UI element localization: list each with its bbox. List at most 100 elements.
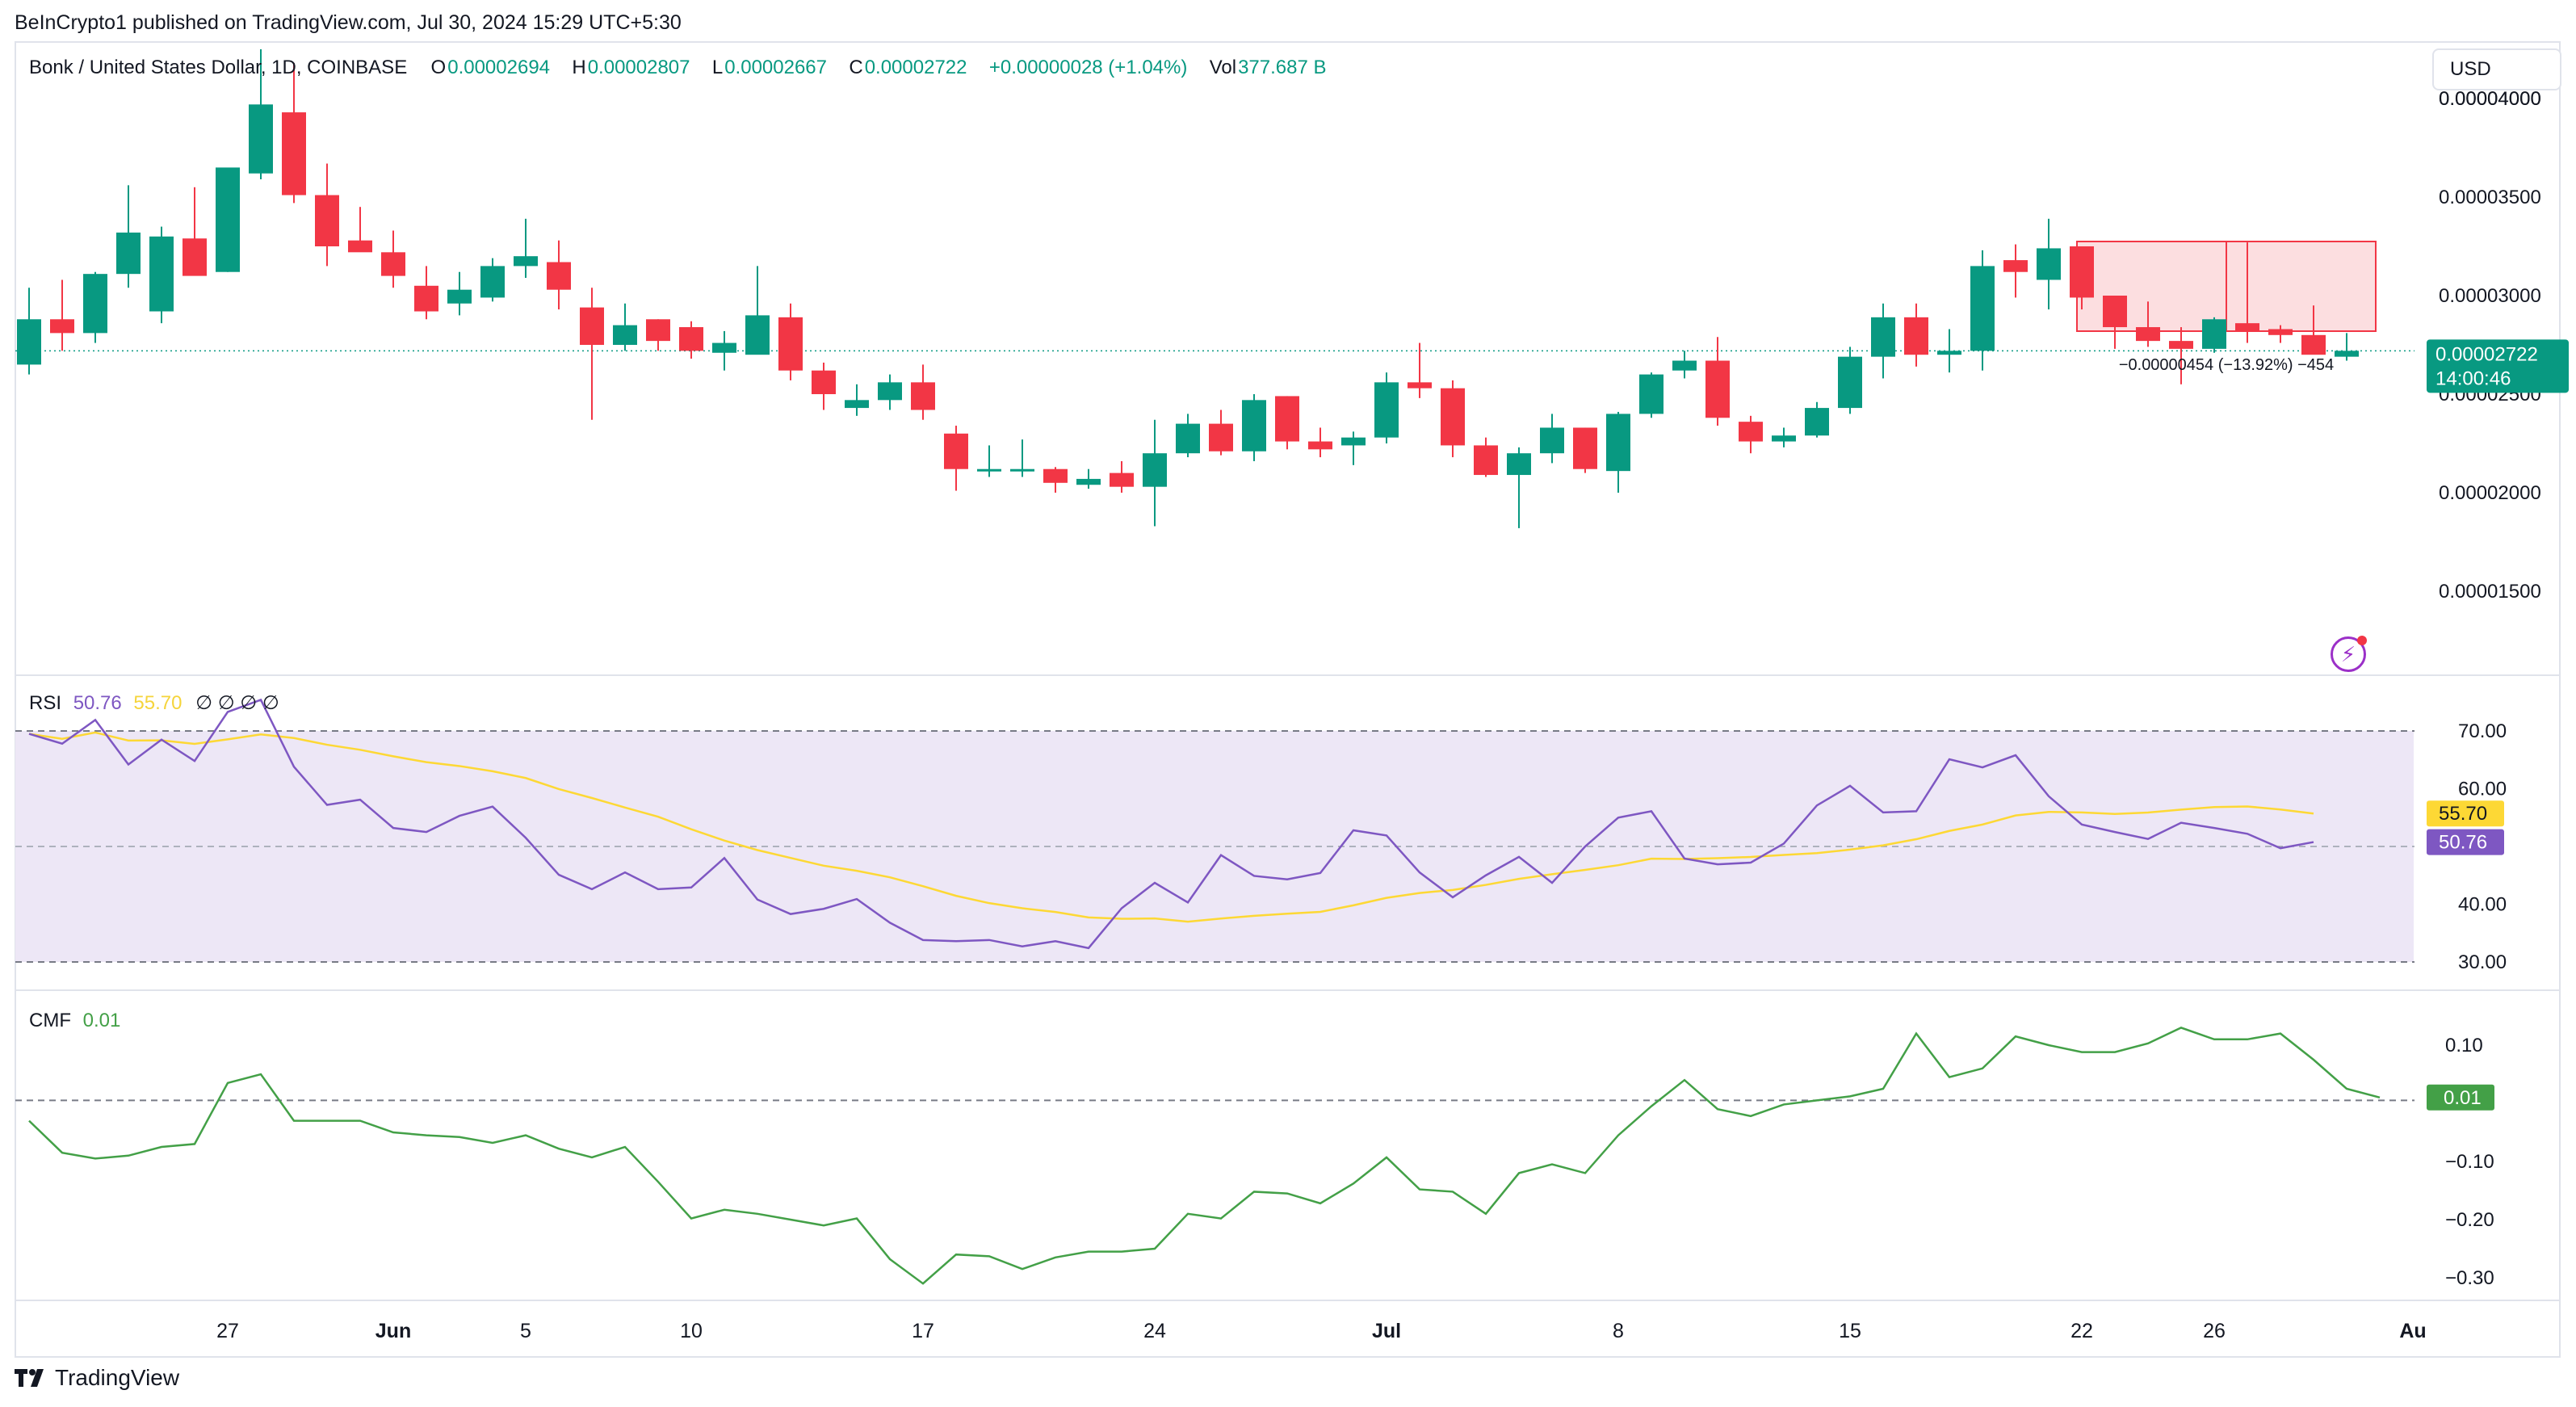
- candle[interactable]: [1275, 396, 1299, 450]
- candle[interactable]: [1805, 401, 1829, 438]
- candle[interactable]: [1772, 427, 1796, 447]
- candle-body: [1540, 427, 1564, 454]
- candle[interactable]: [812, 362, 836, 410]
- candle[interactable]: [83, 271, 107, 343]
- candle[interactable]: [1507, 447, 1531, 528]
- rsi-axis-tick: 60.00: [2458, 779, 2507, 800]
- candle[interactable]: [1308, 427, 1332, 458]
- candle[interactable]: [2103, 296, 2127, 349]
- candle-body: [1739, 422, 1763, 442]
- candle[interactable]: [1110, 460, 1134, 493]
- candle[interactable]: [1937, 329, 1961, 373]
- candle[interactable]: [580, 288, 604, 420]
- notification-dot-icon: [2357, 636, 2367, 645]
- candle[interactable]: [1176, 414, 1200, 458]
- candle[interactable]: [613, 303, 637, 351]
- candle[interactable]: [348, 207, 372, 253]
- candle[interactable]: [2037, 218, 2061, 310]
- candle[interactable]: [1043, 467, 1068, 493]
- candle[interactable]: [745, 266, 770, 355]
- candle[interactable]: [2335, 333, 2359, 361]
- candle-body: [2103, 296, 2127, 328]
- chart-frame: [15, 41, 2561, 1358]
- candle[interactable]: [878, 374, 902, 410]
- x-axis-label: 5: [520, 1320, 531, 1342]
- candle[interactable]: [2003, 244, 2028, 298]
- candle-body: [1176, 423, 1200, 454]
- candle[interactable]: [1838, 346, 1862, 414]
- lightning-alert-icon[interactable]: ⚡: [2331, 636, 2367, 672]
- candle-body: [1970, 266, 1995, 351]
- candle[interactable]: [1374, 372, 1399, 443]
- candle[interactable]: [480, 258, 505, 302]
- candle[interactable]: [1143, 419, 1167, 527]
- candle[interactable]: [977, 445, 1001, 477]
- candle[interactable]: [216, 167, 240, 272]
- candle[interactable]: [1871, 303, 1895, 379]
- candle-body: [83, 274, 107, 334]
- currency-selector[interactable]: USD: [2432, 48, 2561, 90]
- candle[interactable]: [1639, 372, 1663, 418]
- price-axis-tick: 0.00004000: [2439, 88, 2541, 110]
- candle[interactable]: [249, 49, 273, 180]
- candle[interactable]: [547, 240, 571, 310]
- candle[interactable]: [1705, 337, 1730, 426]
- candle-body: [1474, 445, 1498, 476]
- candle[interactable]: [50, 279, 74, 351]
- candle[interactable]: [646, 319, 670, 351]
- candle[interactable]: [1242, 394, 1266, 461]
- candle-body: [1507, 453, 1531, 476]
- candle[interactable]: [1970, 250, 1995, 371]
- rsi-legend-name: RSI: [29, 692, 62, 714]
- candle[interactable]: [1076, 468, 1101, 489]
- candle[interactable]: [2235, 242, 2259, 343]
- candle-body: [1606, 414, 1630, 472]
- candle[interactable]: [712, 330, 736, 371]
- symbol-name: Bonk / United States Dollar, 1D, COINBAS…: [29, 57, 408, 78]
- candle[interactable]: [911, 364, 935, 420]
- candle[interactable]: [1474, 437, 1498, 477]
- candle[interactable]: [2136, 301, 2160, 347]
- candle[interactable]: [1606, 411, 1630, 493]
- candle[interactable]: [1209, 410, 1233, 456]
- candle[interactable]: [1739, 415, 1763, 454]
- candle[interactable]: [447, 271, 472, 316]
- x-axis-label: 24: [1143, 1320, 1166, 1342]
- candle[interactable]: [1573, 427, 1597, 473]
- candle[interactable]: [2070, 246, 2094, 310]
- candle[interactable]: [414, 266, 438, 320]
- candle-body: [1573, 427, 1597, 469]
- candle[interactable]: [1904, 303, 1928, 367]
- candle[interactable]: [944, 426, 968, 491]
- candle-body: [812, 370, 836, 394]
- candle[interactable]: [1341, 431, 1366, 465]
- rsi-badge: [2427, 829, 2504, 855]
- candle[interactable]: [149, 226, 174, 324]
- candle[interactable]: [1540, 414, 1564, 464]
- candle[interactable]: [282, 63, 306, 204]
- candle[interactable]: [116, 185, 141, 288]
- candle-body: [1772, 435, 1796, 442]
- candle[interactable]: [1672, 351, 1697, 379]
- candle[interactable]: [845, 384, 869, 416]
- candle-body: [381, 252, 405, 276]
- candle[interactable]: [679, 321, 703, 359]
- candle[interactable]: [17, 288, 41, 375]
- x-axis-label: 10: [680, 1320, 703, 1342]
- candle-body: [1110, 472, 1134, 487]
- candle[interactable]: [514, 218, 538, 279]
- candle[interactable]: [381, 230, 405, 288]
- candle[interactable]: [2301, 305, 2326, 355]
- candle-body: [2235, 323, 2259, 331]
- candle[interactable]: [2268, 325, 2293, 343]
- candle[interactable]: [1441, 380, 1465, 458]
- candle[interactable]: [2202, 317, 2226, 353]
- candle[interactable]: [1408, 342, 1432, 398]
- tradingview-logo[interactable]: TradingView: [15, 1365, 179, 1391]
- candle[interactable]: [315, 163, 339, 267]
- candle[interactable]: [1010, 439, 1034, 477]
- candle-body: [1209, 423, 1233, 452]
- candle[interactable]: [183, 187, 207, 276]
- candle[interactable]: [2169, 327, 2193, 384]
- candle[interactable]: [778, 303, 803, 380]
